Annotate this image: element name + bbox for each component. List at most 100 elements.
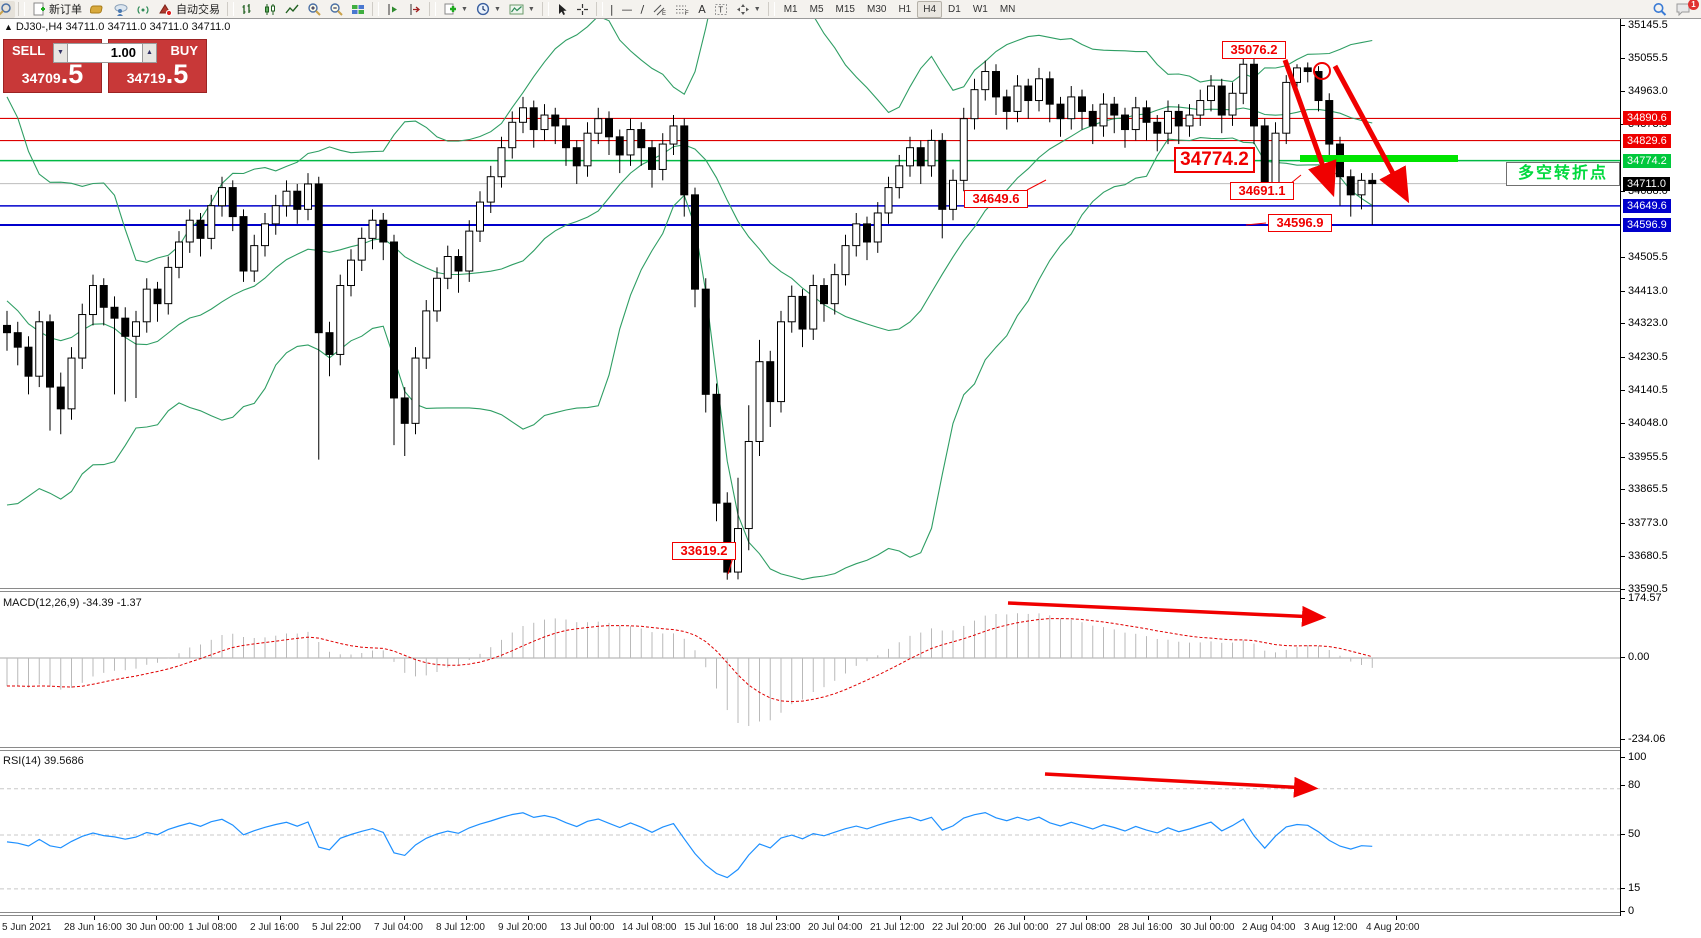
community-icon[interactable]	[109, 1, 132, 18]
dropdown-arrow: ▼	[461, 5, 468, 13]
indicators-icon[interactable]: ▼	[439, 1, 472, 18]
candle-bear	[712, 393, 721, 504]
candle-bull	[873, 212, 882, 243]
candle-bull	[486, 176, 495, 203]
timeframe-h4[interactable]: H4	[917, 0, 943, 18]
candle-bear	[110, 306, 119, 319]
search-icon[interactable]	[1648, 1, 1671, 18]
crosshair-icon[interactable]	[572, 1, 593, 18]
candle-bull	[626, 129, 635, 156]
trendline-icon[interactable]: /	[640, 2, 645, 16]
line-chart-icon[interactable]	[281, 1, 303, 18]
candle-bull	[218, 187, 226, 207]
zoom-in-icon[interactable]	[303, 1, 325, 18]
candle-bear	[1056, 103, 1065, 120]
timeframe-w1[interactable]: W1	[972, 3, 988, 15]
macd-axis-tick: -234.06	[1620, 733, 1666, 745]
candle-bull	[250, 245, 259, 272]
down-arrow-2[interactable]	[1332, 64, 1410, 204]
time-label: 28 Jul 16:00	[1118, 922, 1173, 933]
toolbar: 新订单 自动交易	[0, 0, 1701, 19]
zoom-out-icon[interactable]	[325, 1, 347, 18]
turning-point-bar[interactable]	[1300, 155, 1458, 162]
rsi-trend-arrow[interactable]	[1044, 772, 1319, 798]
volume-decrease-button[interactable]: ▼	[53, 43, 68, 63]
rsi-line	[6, 811, 1373, 879]
timeframe-d1[interactable]: D1	[948, 3, 961, 15]
fibonacci-icon[interactable]: F	[671, 1, 694, 18]
signals-icon[interactable]	[132, 1, 154, 18]
candle-bear	[454, 256, 463, 272]
vertical-line-icon[interactable]: |	[609, 2, 614, 16]
macd-trend-arrow[interactable]	[1007, 601, 1327, 627]
candle-bear	[56, 386, 65, 410]
horizontal-line-icon[interactable]: —	[621, 2, 633, 16]
text-label-icon[interactable]: T	[710, 1, 732, 18]
autotrade-label: 自动交易	[176, 4, 220, 16]
bar-chart-icon[interactable]	[237, 1, 259, 18]
price-chart-pane[interactable]	[0, 18, 1620, 588]
timeframe-m1[interactable]: M1	[783, 3, 798, 15]
price-tick: 34505.5	[1621, 251, 1668, 264]
price-callout-34774.2[interactable]: 34774.2	[1174, 147, 1255, 173]
time-label: 30 Jun 00:00	[126, 922, 184, 933]
timeframe-h1[interactable]: H1	[898, 3, 912, 15]
lower-high-circle[interactable]	[1313, 62, 1331, 80]
chat-icon[interactable]: 1	[1671, 0, 1699, 18]
volume-input[interactable]: 1.00	[68, 43, 142, 63]
autotrade-button[interactable]: 自动交易	[154, 1, 224, 18]
time-tick	[776, 916, 777, 920]
timeframe-mn[interactable]: MN	[999, 3, 1016, 15]
candle-bull	[1013, 85, 1022, 112]
candle-bull	[959, 118, 968, 181]
macd-pane[interactable]	[0, 593, 1620, 747]
price-callout-34691.1[interactable]: 34691.1	[1230, 182, 1294, 200]
volume-increase-button[interactable]: ▲	[142, 43, 157, 63]
timeframe-m30[interactable]: M30	[866, 3, 887, 15]
rsi-axis-tick: 15	[1620, 882, 1641, 894]
time-axis[interactable]: 5 Jun 2021 28 Jun 16:00 30 Jun 00:00 1 Jul …	[0, 916, 1701, 938]
templates-icon[interactable]: ▼	[505, 1, 539, 18]
market-icon[interactable]	[86, 1, 109, 18]
timeframe-m5[interactable]: M5	[809, 3, 824, 15]
price-callout-34596.9[interactable]: 34596.9	[1268, 214, 1332, 232]
time-label: 8 Jul 12:00	[436, 922, 485, 933]
price-tag-34774.2: 34774.2	[1623, 153, 1671, 168]
periods-icon[interactable]: ▼	[472, 1, 505, 18]
candle-bear	[153, 288, 162, 305]
price-tag-34649.6: 34649.6	[1623, 198, 1671, 213]
price-callout-35076.2[interactable]: 35076.2	[1222, 41, 1286, 59]
candlestick-icon[interactable]	[259, 1, 281, 18]
time-label: 9 Jul 20:00	[498, 922, 547, 933]
price-callout-33619.2[interactable]: 33619.2	[672, 542, 736, 560]
equidistant-channel-icon[interactable]: E	[648, 1, 671, 18]
time-label: 28 Jun 16:00	[64, 922, 122, 933]
new-order-button[interactable]: 新订单	[28, 1, 86, 18]
buy-button[interactable]: BUY 34719.5	[108, 39, 207, 93]
rsi-pane[interactable]	[0, 752, 1620, 916]
auto-scroll-icon[interactable]	[382, 1, 404, 18]
candle-bull	[830, 274, 839, 305]
candle-bear	[572, 147, 581, 167]
time-tick	[32, 916, 33, 920]
time-label: 14 Jul 08:00	[622, 922, 677, 933]
time-tick	[1396, 916, 1397, 920]
price-axis[interactable]: 35145.535055.534963.034873.034688.034505…	[1620, 18, 1701, 917]
turning-point-label[interactable]: 多空转折点	[1506, 162, 1620, 186]
candle-bull	[949, 179, 957, 210]
chart-shift-icon[interactable]	[404, 1, 426, 18]
timeframe-m15[interactable]: M15	[835, 3, 855, 15]
cursor-icon[interactable]	[552, 1, 572, 18]
toolbar-separator	[372, 2, 379, 16]
price-callout-34649.6[interactable]: 34649.6	[964, 190, 1028, 208]
pane-separator[interactable]	[0, 747, 1701, 751]
text-icon[interactable]: A	[698, 2, 706, 16]
candle-bear	[1260, 125, 1269, 189]
tile-windows-icon[interactable]	[347, 1, 369, 18]
new-chart-icon[interactable]	[0, 0, 15, 18]
candle-bear	[863, 223, 871, 243]
candle-bull	[744, 440, 753, 530]
pane-separator[interactable]	[0, 588, 1701, 592]
arrows-tool-icon[interactable]: ▼	[732, 1, 765, 18]
down-arrow-1[interactable]	[1282, 59, 1337, 198]
